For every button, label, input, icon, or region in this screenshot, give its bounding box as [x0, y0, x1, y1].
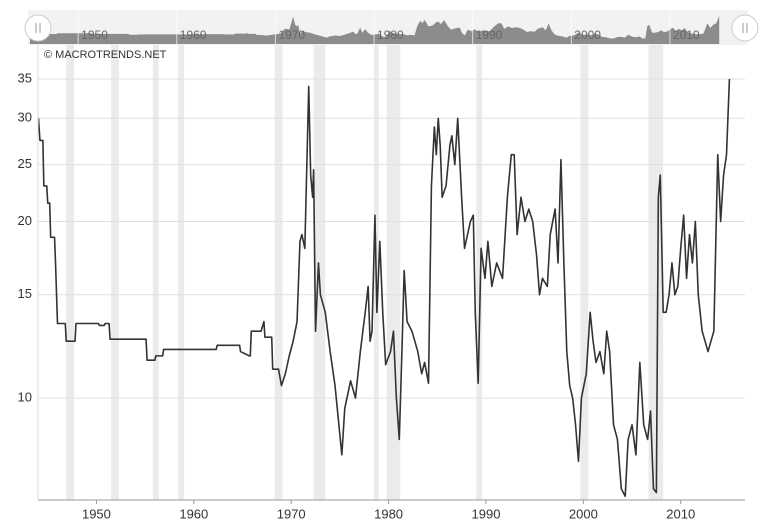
navigator-label: 1980 — [377, 28, 404, 42]
grid: 10 15 20 25 30 35 1950 1960 1970 1980 1990 2000 2010 — [18, 70, 745, 521]
recession-band — [476, 45, 483, 500]
x-tick-label: 1960 — [179, 506, 208, 521]
navigator-handle-left[interactable] — [24, 14, 52, 42]
navigator-label: 1960 — [180, 28, 207, 42]
plot — [38, 78, 731, 498]
x-tick-label: 1990 — [472, 506, 501, 521]
line — [38, 78, 731, 498]
x-tick-label: 2010 — [666, 506, 695, 521]
navigator: 1950 1960 1970 1980 1990 2000 2010 — [30, 10, 720, 44]
recession-band — [152, 45, 159, 500]
x-tick-label: 1970 — [277, 506, 306, 521]
navigator-label: 1970 — [278, 28, 305, 42]
x-tick-label: 1980 — [374, 506, 403, 521]
recession-band — [386, 45, 401, 500]
recession-band — [178, 45, 185, 500]
recession-bands — [66, 45, 664, 500]
y-tick-label: 25 — [18, 156, 32, 171]
y-tick-label: 20 — [18, 213, 32, 228]
x-tick-label: 1950 — [82, 506, 111, 521]
recession-band — [274, 45, 283, 500]
recession-band — [648, 45, 664, 500]
navigator-label: 2000 — [574, 28, 601, 42]
navigator-label: 1950 — [81, 28, 108, 42]
x-tick-label: 2000 — [569, 506, 598, 521]
navigator-label: 1990 — [476, 28, 503, 42]
navigator-handle-right[interactable] — [731, 14, 759, 42]
recession-band — [580, 45, 589, 500]
navigator-label: 2010 — [673, 28, 700, 42]
y-tick-label: 10 — [18, 389, 32, 404]
credit: © MACROTRENDS.NET — [44, 49, 167, 61]
y-tick-label: 15 — [18, 286, 32, 301]
recession-band — [111, 45, 119, 500]
y-tick-label: 30 — [18, 110, 32, 125]
recession-band — [66, 45, 75, 500]
navigator-area — [30, 16, 720, 44]
y-tick-label: 35 — [18, 70, 32, 85]
